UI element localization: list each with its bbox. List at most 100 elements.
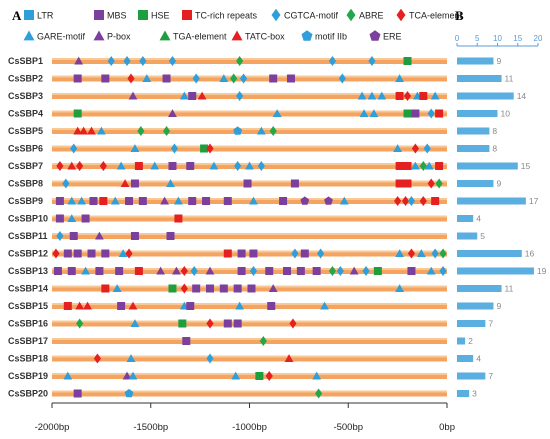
element-mbs-icon [237,249,246,258]
element-mbs-icon [53,267,62,275]
element-gare-icon [235,301,245,310]
gene-row: CsSBP7 [8,161,447,171]
promoter-bar [52,128,447,134]
gene-row: CsSBP17 [8,336,447,346]
gene-label: CsSBP17 [8,336,48,346]
gene-row: CsSBP16 [8,319,447,329]
element-gare-icon [357,91,367,100]
element-gare-icon [395,74,404,83]
count-label: 16 [525,249,535,259]
element-gare-icon [320,301,329,310]
element-pbox-icon [160,196,169,205]
element-hse-icon [373,267,382,275]
legend-ltr-icon [24,10,34,20]
element-mbs-icon [247,284,256,293]
gene-label: CsSBP4 [8,109,43,119]
element-tc-icon [223,249,232,258]
promoter-bar [52,355,447,362]
element-cgtca-icon [206,353,214,364]
element-abre-icon [419,161,427,171]
element-abre-icon [236,56,244,66]
element-tc-icon [431,197,440,205]
element-gare-icon [426,266,436,275]
element-mbs-icon [101,249,110,258]
element-gare-icon [245,161,254,170]
legend: LTR MBS HSE TC-rich repeats CGTCA-motif ABRE T… [23,8,463,42]
promoter-bar [52,93,447,99]
count-bar [457,250,522,257]
element-gare-icon [174,196,183,205]
element-gare-icon [96,126,106,135]
element-gare-icon [393,144,403,153]
element-cgtca-icon [317,248,325,259]
element-mbs-icon [188,92,197,100]
element-pbox-icon [95,231,104,240]
element-hse-icon [403,57,412,65]
gene-row: CsSBP11 [8,231,447,241]
element-cgtca-icon [249,266,258,276]
count-label: 19 [537,266,547,276]
element-gare-icon [77,196,87,205]
panel-a-label: A [12,8,22,23]
count-bar [457,145,490,152]
legend-label-ltr: LTR [37,11,54,21]
element-pbox-icon [156,266,166,275]
promoter-bar-highlight [52,320,447,323]
promoter-bar-highlight [52,110,447,113]
element-tatc-icon [284,354,294,363]
element-gare-icon [395,249,404,258]
gene-row: CsSBP19 [8,371,447,381]
promoter-bar [52,198,447,204]
bar-axis-tick-label: 5 [475,34,480,43]
legend-mbs-icon [94,10,104,20]
element-gare-icon [430,91,440,100]
element-mbs-icon [81,214,90,223]
count-label: 7 [488,319,493,329]
element-tca-icon [127,73,135,84]
count-bar [457,320,486,327]
gene-label: CsSBP14 [8,284,48,294]
gene-row: CsSBP9 [8,196,447,206]
promoter-bar-highlight [52,198,447,200]
element-mbs-icon [407,267,416,275]
element-mbs-icon [125,197,134,205]
count-bar [457,372,486,380]
element-mbs-icon [55,197,64,205]
element-mbs-icon [117,302,126,310]
gene-label: CsSBP11 [8,231,48,241]
element-cgtca-icon [362,266,370,276]
promoter-bar-highlight [52,75,447,78]
promoter-bar [52,303,447,309]
element-tatc-icon [128,301,138,310]
element-tc-icon [435,109,444,118]
legend-hse-icon [138,10,148,20]
bar-axis-tick-label: 10 [493,34,502,43]
element-cgtca-icon [336,266,344,276]
element-mbs-icon [312,267,321,275]
promoter-bar [52,268,447,274]
element-tatc-icon [87,126,96,135]
gene-row: CsSBP6 [8,144,447,154]
element-mbs-icon [87,249,96,258]
legend-label-ere: ERE [383,32,402,42]
element-abre-icon [230,73,238,84]
promoter-bar-highlight [52,373,447,375]
element-gare-icon [359,109,369,118]
gene-label: CsSBP7 [8,161,43,171]
element-mbs-icon [63,249,72,258]
element-mbs-icon [95,267,104,275]
element-cgtca-icon [190,266,198,276]
element-cgtca-icon [431,248,439,259]
gene-label: CsSBP8 [8,179,43,189]
element-gare-icon [312,371,322,380]
count-bar [457,75,502,82]
element-gare-icon [424,161,434,170]
promoter-bar-highlight [52,338,447,340]
gene-row: CsSBP20 [8,389,447,399]
bar-axis-tick-label: 0 [455,34,460,43]
gene-label: CsSBP20 [8,389,48,399]
count-label: 9 [496,301,501,311]
element-cgtca-icon [139,56,147,66]
element-mbs-icon [233,284,242,293]
element-cgtca-icon [107,56,115,66]
